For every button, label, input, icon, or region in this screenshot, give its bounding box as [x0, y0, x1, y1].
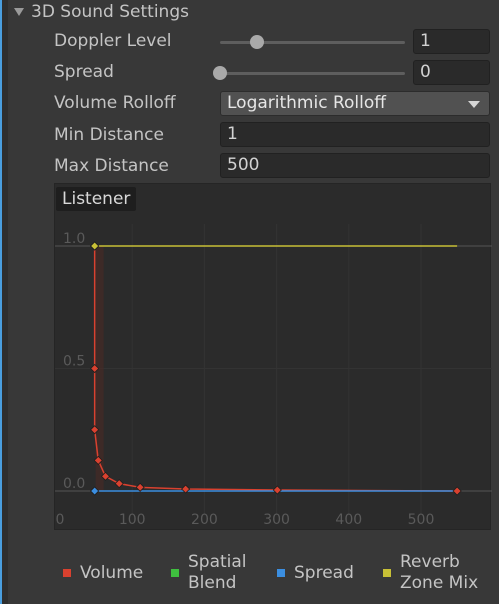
legend-spread-label: Spread	[294, 562, 354, 583]
legend-spatial-blend-line2: Blend	[188, 573, 237, 593]
min-distance-label: Min Distance	[54, 125, 164, 145]
rolloff-curve-chart: 0.0 0.5 1.0 0 100 200 300 400 500	[55, 224, 492, 528]
rolloff-graph[interactable]: 0.0 0.5 1.0 0 100 200 300 400 500	[54, 183, 492, 530]
spread-field[interactable]: 0	[413, 60, 490, 85]
y-tick-label: 0.0	[63, 476, 85, 492]
inspector-gutter	[2, 0, 8, 604]
series-line-volume	[93, 246, 458, 492]
x-tick-label: 0	[56, 512, 65, 528]
spread-slider-track[interactable]	[220, 72, 405, 75]
x-tick-label: 500	[408, 512, 435, 528]
volume-key-marker	[181, 484, 191, 494]
volume-key-marker	[272, 485, 282, 495]
volume-rolloff-dropdown[interactable]: Logarithmic Rolloff	[220, 91, 490, 116]
x-tick-label: 100	[119, 512, 146, 528]
legend-volume: Volume	[63, 548, 143, 598]
min-distance-field[interactable]: 1	[220, 122, 490, 147]
section-title: 3D Sound Settings	[31, 2, 189, 22]
legend-spread: Spread	[277, 548, 354, 598]
volume-rolloff-label: Volume Rolloff	[54, 93, 176, 113]
legend-reverb-line2: Zone Mix	[400, 573, 479, 593]
legend-reverb-zone-mix: Reverb Zone Mix	[383, 548, 478, 598]
legend-spatial-blend: Spatial Blend	[171, 548, 247, 598]
spread-label: Spread	[54, 62, 114, 82]
section-header[interactable]: 3D Sound Settings	[14, 1, 189, 23]
spread-swatch	[277, 569, 285, 577]
doppler-level-label: Doppler Level	[54, 31, 172, 51]
min-distance-band	[95, 246, 104, 491]
volume-key-marker	[114, 479, 124, 489]
legend-volume-label: Volume	[80, 562, 144, 583]
max-distance-label: Max Distance	[54, 156, 169, 176]
volume-key-marker	[90, 425, 100, 435]
doppler-level-slider-track[interactable]	[220, 41, 405, 44]
spread-slider-thumb[interactable]	[213, 66, 227, 80]
volume-swatch	[63, 569, 71, 577]
legend-spatial-blend-line1: Spatial	[188, 552, 247, 572]
y-tick-label: 0.5	[63, 354, 85, 370]
spatial-blend-swatch	[171, 569, 179, 577]
doppler-level-field[interactable]: 1	[413, 29, 490, 54]
y-tick-label: 1.0	[63, 231, 85, 247]
foldout-arrow-icon[interactable]	[14, 8, 24, 16]
volume-key-marker	[90, 363, 100, 374]
listener-tab[interactable]: Listener	[56, 187, 137, 211]
x-tick-label: 300	[263, 512, 290, 528]
dropdown-arrow-icon	[468, 101, 480, 108]
volume-key-marker	[135, 482, 145, 492]
volume-key-marker	[452, 486, 462, 496]
inspector-edge	[0, 0, 2, 604]
reverb-zone-mix-swatch	[383, 569, 391, 577]
reverb-key-marker	[90, 241, 100, 251]
volume-key-marker	[93, 455, 103, 465]
max-distance-field[interactable]: 500	[220, 153, 490, 178]
volume-rolloff-value: Logarithmic Rolloff	[227, 93, 386, 113]
doppler-level-slider-thumb[interactable]	[250, 35, 264, 49]
legend-reverb-line1: Reverb	[400, 552, 460, 572]
x-tick-label: 400	[335, 512, 362, 528]
volume-key-marker	[100, 471, 111, 481]
spread-key-marker	[90, 486, 100, 496]
x-tick-label: 200	[191, 512, 218, 528]
